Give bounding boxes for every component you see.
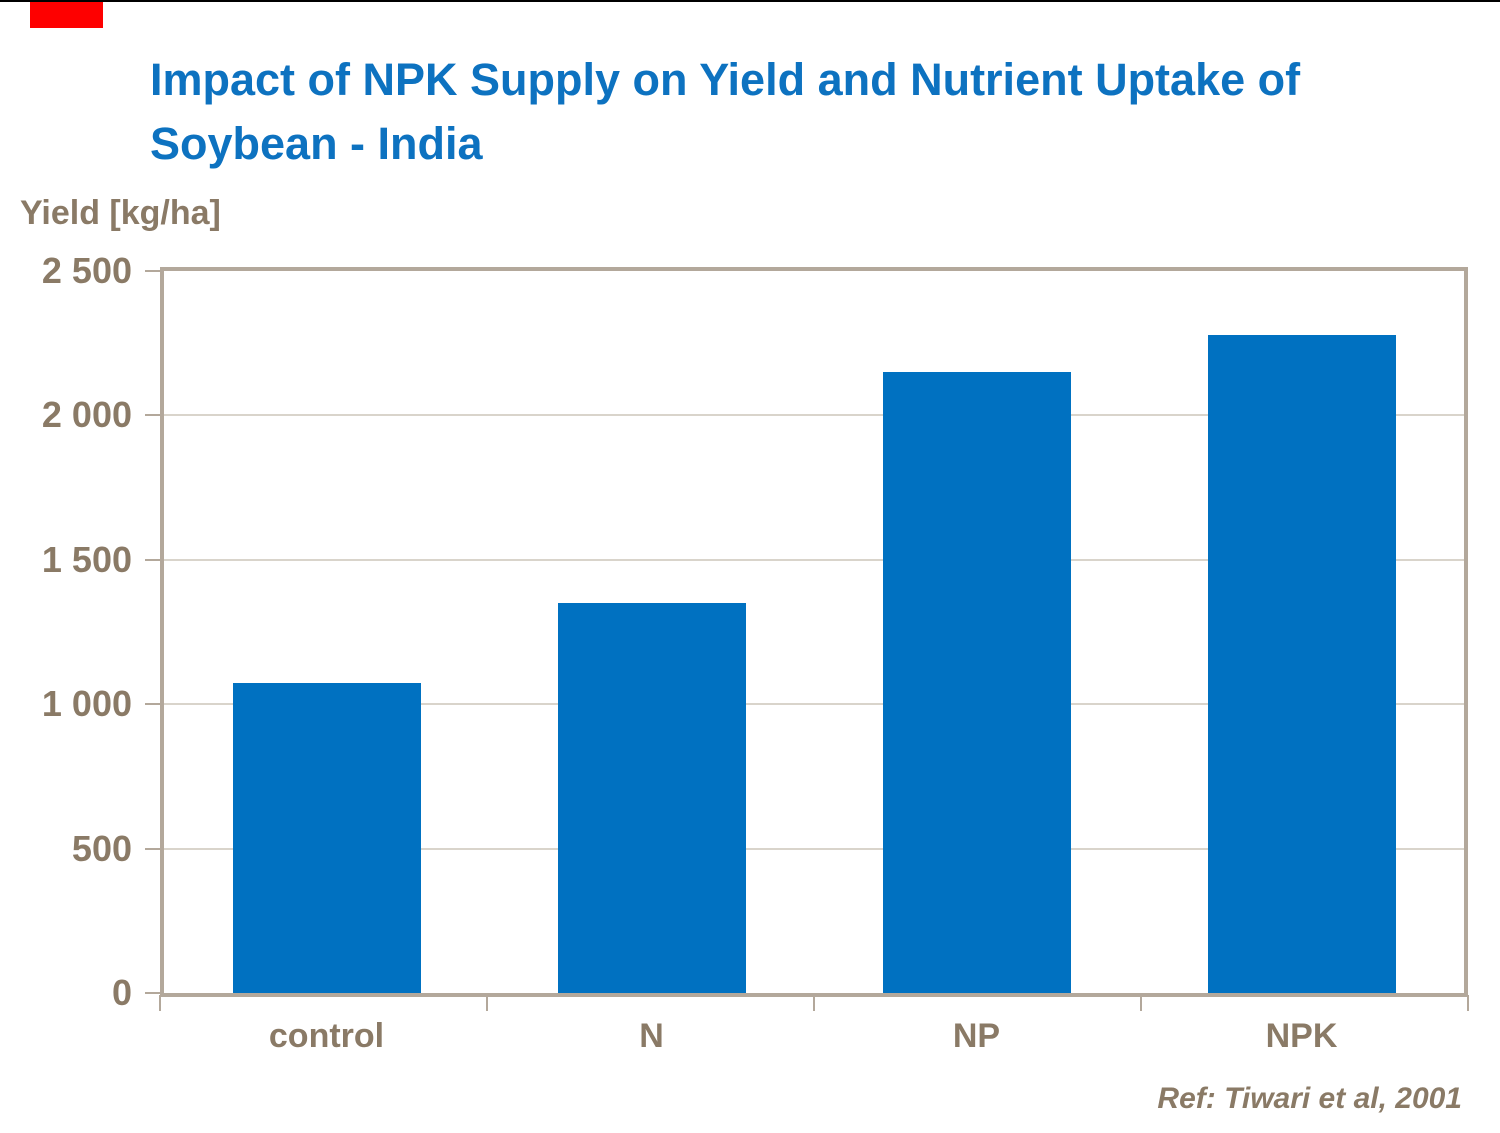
y-tick-label-1000: 1 000	[41, 683, 132, 725]
y-tick-500	[145, 847, 160, 850]
gridline-500	[164, 847, 1464, 850]
bar-NPK	[1207, 334, 1396, 993]
page-title-line-2: Soybean - India	[150, 118, 483, 169]
bar-NP	[882, 372, 1071, 993]
red-marker-box	[30, 2, 103, 28]
reference-text: Ref: Tiwari et al, 2001	[1157, 1082, 1462, 1115]
gridline-1000	[164, 703, 1464, 706]
y-tick-1500	[145, 558, 160, 561]
bar-N	[557, 603, 746, 993]
top-border-line	[0, 0, 1500, 2]
x-axis-label-N: N	[639, 1017, 664, 1055]
bar-control	[232, 682, 421, 993]
x-axis-label-NPK: NPK	[1265, 1017, 1338, 1055]
x-tick-0	[159, 995, 161, 1011]
y-tick-0	[145, 992, 160, 994]
x-axis-label-NP: NP	[952, 1017, 1001, 1055]
y-tick-2000	[145, 414, 160, 417]
y-tick-2500	[145, 270, 160, 272]
y-tick-label-1500: 1 500	[41, 538, 132, 580]
page-title: Impact of NPK Supply on Yield and Nutrie…	[150, 48, 1470, 176]
y-tick-label-0: 0	[111, 972, 132, 1013]
gridline-2000	[164, 414, 1464, 417]
page-title-line-1: Impact of NPK Supply on Yield and Nutrie…	[150, 54, 1301, 105]
y-axis-title: Yield [kg/ha]	[20, 194, 221, 232]
y-tick-label-500: 500	[71, 827, 132, 869]
y-tick-label-2000: 2 000	[41, 394, 132, 436]
x-axis-label-control: control	[268, 1017, 385, 1055]
y-tick-1000	[145, 703, 160, 706]
gridline-1500	[164, 558, 1464, 561]
x-tick-4	[1467, 995, 1469, 1011]
y-tick-label-2500: 2 500	[41, 250, 132, 291]
x-tick-1	[486, 995, 488, 1011]
x-tick-2	[813, 995, 815, 1011]
x-tick-3	[1140, 995, 1142, 1011]
